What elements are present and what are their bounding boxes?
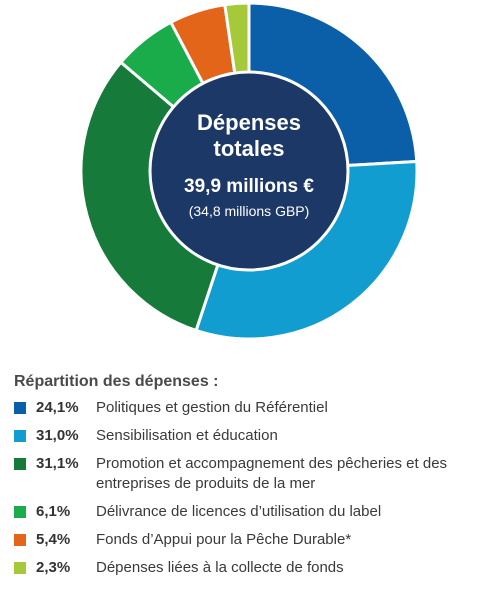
legend-value: 24,1% — [36, 399, 79, 416]
legend-value: 5,4% — [36, 531, 71, 548]
donut-chart: Dépenses totales 39,9 millions € (34,8 m… — [79, 1, 419, 341]
legend-item: 31,1% Promotion et accompagnement des pê… — [14, 454, 494, 494]
legend-swatch — [14, 562, 26, 574]
legend-swatch — [14, 506, 26, 518]
center-total-gbp: (34,8 millions GBP) — [189, 203, 310, 219]
legend-value: 2,3% — [36, 559, 71, 576]
legend-value: 6,1% — [36, 503, 71, 520]
legend-value: 31,1% — [36, 455, 79, 472]
center-circle — [148, 70, 350, 272]
legend-label: Politiques et gestion du Référentiel — [96, 399, 328, 416]
legend-swatch — [14, 534, 26, 546]
legend-label: Promotion et accompagnement des pêcherie… — [96, 455, 448, 492]
legend: 24,1% Politiques et gestion du Référenti… — [14, 398, 494, 586]
legend-item: 2,3% Dépenses liées à la collecte de fon… — [14, 558, 494, 578]
legend-swatch — [14, 458, 26, 470]
legend-item: 24,1% Politiques et gestion du Référenti… — [14, 398, 494, 418]
legend-swatch — [14, 402, 26, 414]
center-total: 39,9 millions € — [184, 176, 314, 197]
legend-label: Sensibilisation et éducation — [96, 427, 278, 444]
center-title-line1: Dépenses — [197, 110, 301, 135]
legend-label: Fonds d’Appui pour la Pêche Durable* — [96, 531, 352, 548]
legend-value: 31,0% — [36, 427, 79, 444]
legend-swatch — [14, 430, 26, 442]
center-title-line2: totales — [214, 136, 285, 161]
legend-label: Dépenses liées à la collecte de fonds — [96, 559, 344, 576]
legend-item: 31,0% Sensibilisation et éducation — [14, 426, 494, 446]
legend-item: 5,4% Fonds d’Appui pour la Pêche Durable… — [14, 530, 494, 550]
legend-label: Délivrance de licences d’utilisation du … — [96, 503, 382, 520]
legend-title: Répartition des dépenses : — [14, 373, 219, 390]
legend-item: 6,1% Délivrance de licences d’utilisatio… — [14, 502, 494, 522]
